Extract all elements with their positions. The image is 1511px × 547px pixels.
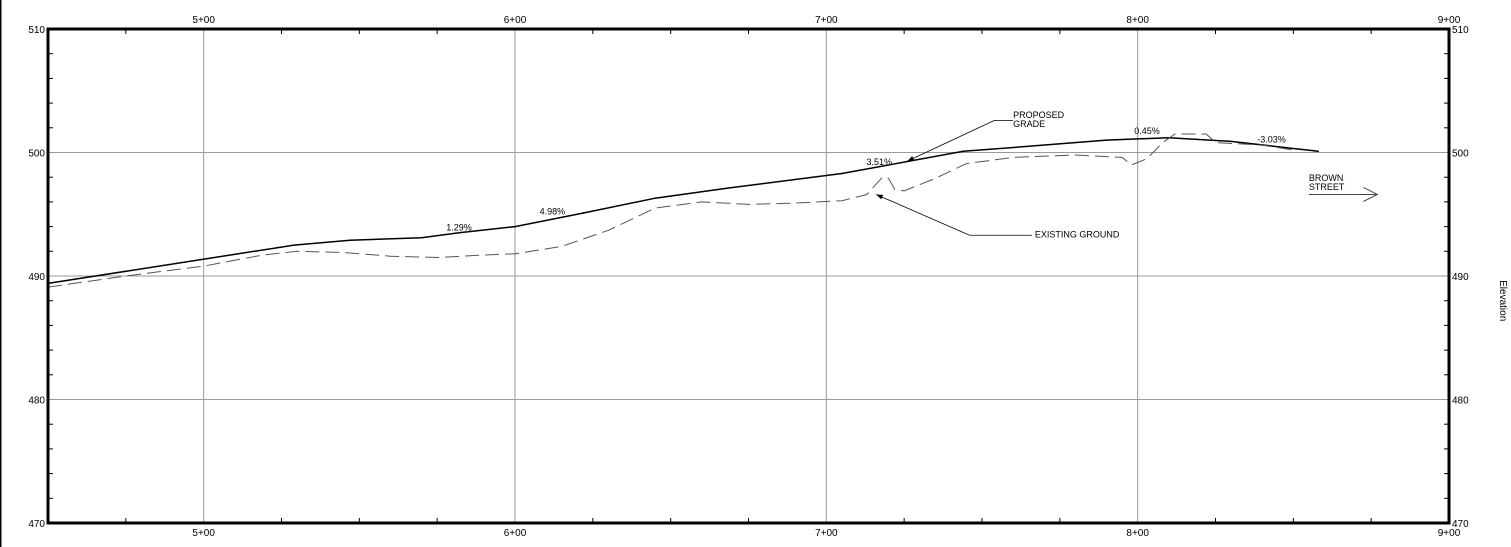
grade-break-point xyxy=(349,239,351,241)
x-tick-label-top: 5+00 xyxy=(192,15,215,26)
y-tick-label-left: 510 xyxy=(28,25,45,36)
x-tick-label-bottom: 9+00 xyxy=(1438,528,1461,539)
leader-arrowhead xyxy=(876,194,884,200)
y-tick-label-right: 500 xyxy=(1452,149,1469,160)
y-tick-label-left: 500 xyxy=(28,149,45,160)
x-tick-label-bottom: 5+00 xyxy=(192,528,215,539)
grade-break-point xyxy=(1027,145,1030,148)
grade-break-point xyxy=(582,212,585,214)
grade-break-point xyxy=(1105,139,1108,141)
leader-line xyxy=(907,119,1014,162)
grade-break-point xyxy=(420,236,423,239)
y-tick-label-right: 490 xyxy=(1452,272,1469,283)
grade-label: 4.98% xyxy=(540,206,566,216)
existing-ground-line xyxy=(47,133,1294,288)
annotation-label: PROPOSED xyxy=(1013,110,1065,120)
x-tick-label-top: 6+00 xyxy=(504,15,527,26)
x-tick-label-top: 8+00 xyxy=(1126,15,1149,26)
y-tick-label-right: 470 xyxy=(1452,519,1469,530)
grade-label: -3.03% xyxy=(1257,135,1286,145)
y-tick-label-right: 480 xyxy=(1452,396,1469,407)
x-tick-label-top: 7+00 xyxy=(815,15,838,26)
grade-label: 3.51% xyxy=(866,157,892,167)
proposed-grade-line xyxy=(47,136,1319,285)
grade-break-point xyxy=(1317,150,1320,153)
grade-break-point xyxy=(514,225,516,228)
leader-arrowhead xyxy=(907,156,915,162)
grade-break-point xyxy=(293,244,295,246)
grade-break-point xyxy=(841,172,843,175)
series xyxy=(47,133,1379,288)
grade-break-point xyxy=(1230,140,1232,143)
grade-label: 1.29% xyxy=(446,222,472,232)
x-tick-label-top: 9+00 xyxy=(1438,15,1461,26)
grid xyxy=(48,29,1449,523)
y-tick-label-left: 470 xyxy=(28,519,45,530)
y-tick-label-left: 490 xyxy=(28,272,45,283)
x-tick-label-bottom: 6+00 xyxy=(504,528,527,539)
plot-border xyxy=(46,27,1451,525)
y-tick-label-left: 480 xyxy=(28,396,45,407)
annotation-label: STREET xyxy=(1309,182,1345,192)
annotation-label: BROWN xyxy=(1309,173,1344,183)
leader-line xyxy=(875,194,1032,236)
annotation-label: GRADE xyxy=(1013,119,1045,129)
grade-break-point xyxy=(962,150,965,153)
tick-labels: 5+00 5+00 6+00 6+00 7+00 7+00 8+00 8+00 9+00 9+00… xyxy=(28,15,1469,539)
x-tick-label-bottom: 8+00 xyxy=(1126,528,1149,539)
grade-break-point xyxy=(458,231,460,234)
grade-label: 0.45% xyxy=(1134,126,1160,136)
y-axis-title: Elevation xyxy=(1497,280,1508,321)
chart-frame-left-edge xyxy=(0,0,2,547)
brown-street-arrowhead xyxy=(1363,187,1379,202)
annotation-label: EXISTING GROUND xyxy=(1035,230,1120,240)
y-tick-label-right: 510 xyxy=(1452,25,1469,36)
x-tick-label-bottom: 7+00 xyxy=(815,528,838,539)
grade-break-point xyxy=(725,187,728,190)
grade-break-point xyxy=(654,197,656,199)
